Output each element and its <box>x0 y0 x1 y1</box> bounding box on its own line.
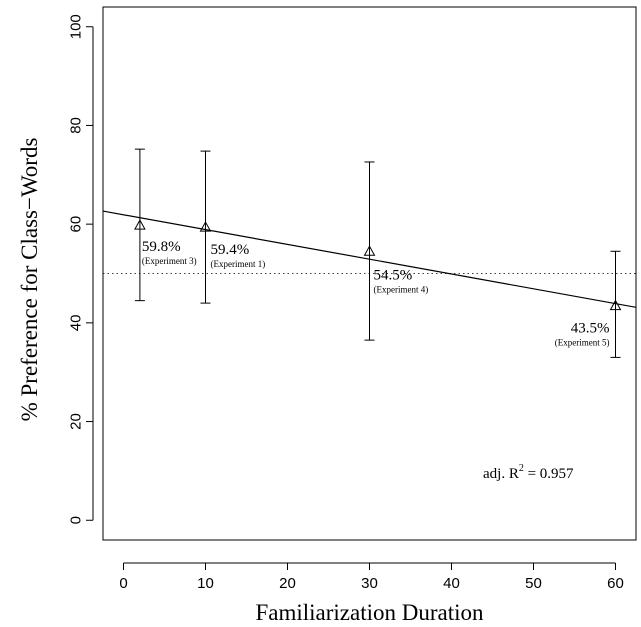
point-value-label: 59.8% <box>142 239 181 255</box>
y-tick-label: 40 <box>68 315 85 332</box>
point-experiment-label: (Experiment 3) <box>142 256 197 266</box>
point-value-label: 43.5% <box>571 321 610 337</box>
data-point-triangle <box>363 245 376 256</box>
x-tick-label: 10 <box>197 575 214 592</box>
r-squared-annotation: adj. R2 = 0.957 <box>483 463 574 482</box>
y-axis-title: % Preference for Class−Words <box>17 138 42 422</box>
data-point-triangle <box>134 219 146 230</box>
data-point-triangle <box>609 299 622 311</box>
x-tick-label: 30 <box>361 575 378 592</box>
point-experiment-label: (Experiment 1) <box>211 259 266 269</box>
data-point-triangle <box>199 221 212 232</box>
point-experiment-label: (Experiment 5) <box>555 338 610 348</box>
x-axis-title: Familiarization Duration <box>255 600 484 625</box>
y-tick-label: 0 <box>68 516 85 524</box>
x-tick-label: 50 <box>525 575 542 592</box>
x-tick-label: 60 <box>607 575 624 592</box>
y-tick-label: 100 <box>68 14 85 39</box>
y-tick-label: 80 <box>68 117 85 134</box>
x-tick-label: 40 <box>443 575 460 592</box>
x-tick-label: 0 <box>119 575 127 592</box>
point-value-label: 54.5% <box>374 267 413 283</box>
y-tick-label: 20 <box>68 413 85 430</box>
x-tick-label: 20 <box>279 575 296 592</box>
point-value-label: 59.4% <box>211 242 250 258</box>
y-tick-label: 60 <box>68 216 85 233</box>
point-experiment-label: (Experiment 4) <box>374 284 429 294</box>
